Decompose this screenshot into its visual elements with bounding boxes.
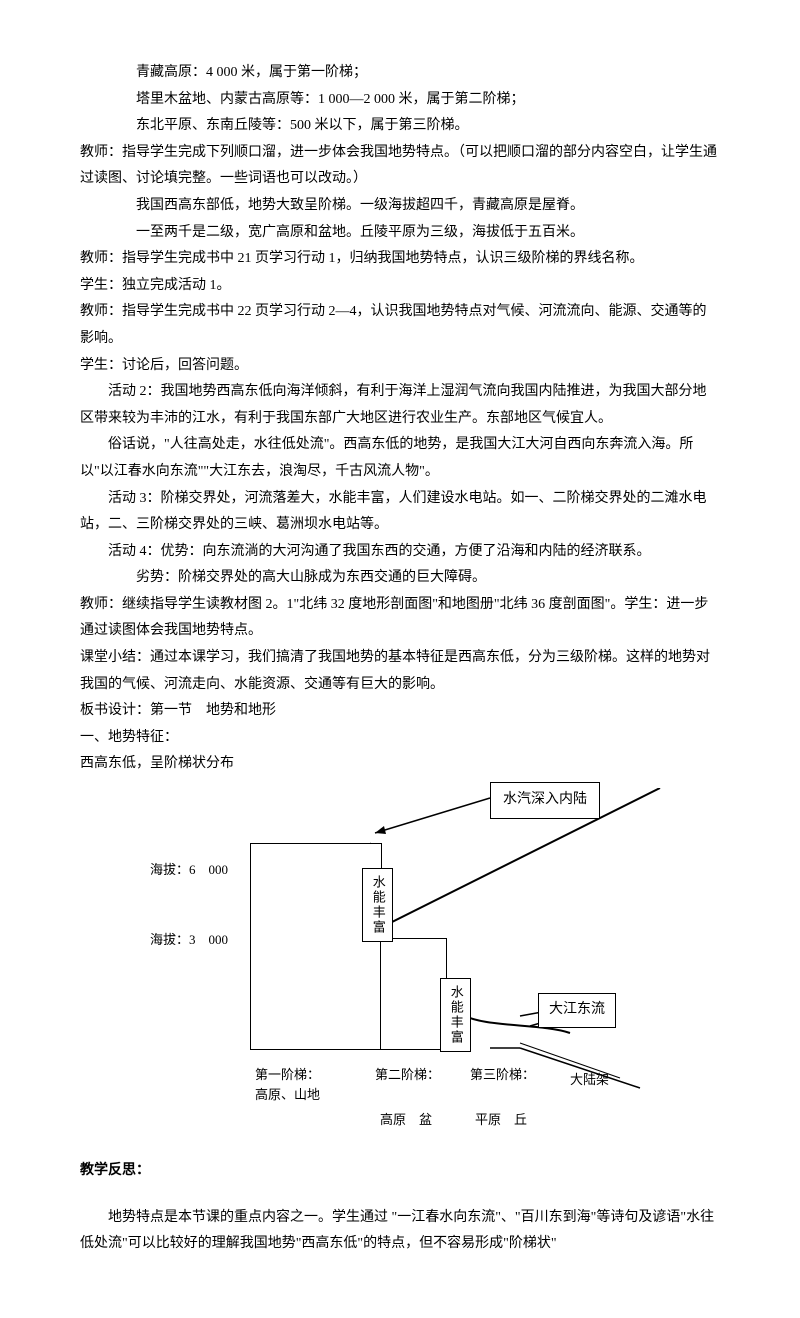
reflection-body: 地势特点是本节课的重点内容之一。学生通过 "一江春水向东流"、"百川东到海"等诗… xyxy=(80,1205,720,1258)
student-1: 学生：独立完成活动 1。 xyxy=(80,273,720,300)
intro-line-2: 塔里木盆地、内蒙古高原等：1 000—2 000 米，属于第二阶梯； xyxy=(80,87,720,114)
alt-6000: 海拔：6 000 xyxy=(150,858,228,883)
intro-line-3: 东北平原、东南丘陵等：500 米以下，属于第三阶梯。 xyxy=(80,113,720,140)
activity-2: 活动 2：我国地势西高东低向海洋倾斜，有利于海洋上湿润气流向我国内陆推进，为我国… xyxy=(80,379,720,432)
class-summary: 课堂小结：通过本课学习，我们搞清了我国地势的基本特征是西高东低，分为三级阶梯。这… xyxy=(80,645,720,698)
step3-label-a: 第三阶梯： xyxy=(470,1063,535,1088)
reflection-title: 教学反思： xyxy=(80,1158,720,1185)
vapor-label: 水汽深入内陆 xyxy=(490,782,600,819)
activity-4a: 活动 4：优势：向东流淌的大河沟通了我国东西的交通，方便了沿海和内陆的经济联系。 xyxy=(80,539,720,566)
step1-label-b: 高原、山地 xyxy=(255,1083,320,1108)
river-east-label: 大江东流 xyxy=(538,993,616,1028)
section-1: 一、地势特征： xyxy=(80,725,720,752)
rhyme-1: 我国西高东部低，地势大致呈阶梯。一级海拔超四千，青藏高原是屋脊。 xyxy=(80,193,720,220)
hydro-box-1: 水能丰富 xyxy=(362,868,393,942)
board-design: 板书设计：第一节 地势和地形 xyxy=(80,698,720,725)
teacher-2: 教师：指导学生完成书中 21 页学习行动 1，归纳我国地势特点，认识三级阶梯的界… xyxy=(80,246,720,273)
step3-label-b: 平原 丘 xyxy=(475,1108,527,1133)
activity-4b: 劣势：阶梯交界处的高大山脉成为东西交通的巨大障碍。 xyxy=(80,565,720,592)
terrain-diagram: 水汽深入内陆 海拔：6 000 海拔：3 000 水能丰富 水能丰富 大江东流 … xyxy=(120,788,680,1128)
alt-3000: 海拔：3 000 xyxy=(150,928,228,953)
activity-3: 活动 3：阶梯交界处，河流落差大，水能丰富，人们建设水电站。如一、二阶梯交界处的… xyxy=(80,486,720,539)
intro-line-1: 青藏高原：4 000 米，属于第一阶梯； xyxy=(80,60,720,87)
hydro-box-2: 水能丰富 xyxy=(440,978,471,1052)
saying: 俗话说，"人往高处走，水往低处流"。西高东低的地势，是我国大江大河自西向东奔流入… xyxy=(80,432,720,485)
step-2-rect xyxy=(380,938,447,1050)
teacher-3: 教师：指导学生完成书中 22 页学习行动 2—4，认识我国地势特点对气候、河流流… xyxy=(80,299,720,352)
teacher-4: 教师：继续指导学生读教材图 2。1"北纬 32 度地形剖面图"和地图册"北纬 3… xyxy=(80,592,720,645)
terrain-feature: 西高东低，呈阶梯状分布 xyxy=(80,751,720,778)
rhyme-2: 一至两千是二级，宽广高原和盆地。丘陵平原为三级，海拔低于五百米。 xyxy=(80,220,720,247)
shelf-label: 大陆架 xyxy=(570,1068,609,1093)
step2-label-b: 高原 盆 xyxy=(380,1108,432,1133)
step2-label-a: 第二阶梯： xyxy=(375,1063,440,1088)
teacher-1: 教师：指导学生完成下列顺口溜，进一步体会我国地势特点。（可以把顺口溜的部分内容空… xyxy=(80,140,720,193)
student-2: 学生：讨论后，回答问题。 xyxy=(80,353,720,380)
